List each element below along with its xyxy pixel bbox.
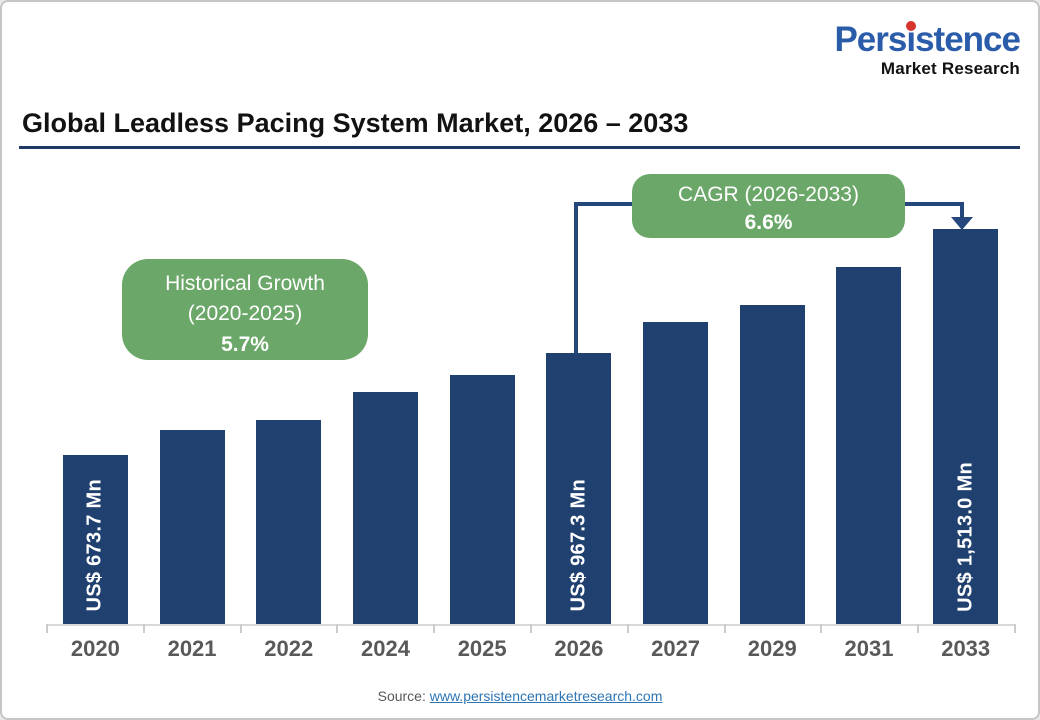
cagr-value: 6.6% (744, 211, 793, 235)
bar-slot-2020: US$ 673.7 Mn (47, 162, 144, 624)
title-underline (19, 146, 1020, 149)
bar-slot-2027 (627, 162, 724, 624)
bar-2027 (643, 322, 709, 624)
x-axis-tick-mark (433, 624, 436, 633)
x-axis-labels: 2020 2021 2022 2024 2025 2026 2027 2029 2031 2033 (47, 636, 1014, 662)
bar-slot-2033: US$ 1,513.0 Mn (917, 162, 1014, 624)
bar-2025 (449, 375, 515, 624)
x-tick-label-2029: 2029 (747, 636, 797, 661)
x-tick-label-2024: 2024 (360, 636, 410, 661)
historical-growth-line2: (2020-2025) (187, 302, 303, 326)
bar-slot-2022 (240, 162, 337, 624)
plot-area: US$ 673.7 Mn US$ 967.3 Mn US$ 1,513.0 Mn (47, 162, 1014, 624)
bar-slot-2024 (337, 162, 434, 624)
logo-brand-text: Persistence (834, 20, 1021, 59)
x-axis-tick-mark (239, 624, 242, 633)
pmr-logo: Persistence Market Research (834, 20, 1021, 78)
x-tick-label-2031: 2031 (844, 636, 894, 661)
source-line: Source: www.persistencemarketresearch.co… (2, 688, 1038, 704)
logo-red-dot-i: i (906, 20, 916, 59)
historical-growth-line1: Historical Growth (165, 272, 325, 295)
x-axis-tick-mark (1014, 624, 1016, 633)
cagr-connector-left-horizontal (574, 202, 634, 206)
bar-value-label-2020: US$ 673.7 Mn (83, 479, 106, 612)
historical-growth-value: 5.7% (221, 332, 269, 356)
cagr-connector-right-vertical (960, 202, 964, 219)
bar-2024 (352, 392, 418, 624)
logo-brand-post: stence (915, 20, 1021, 59)
x-tick-label-2033: 2033 (941, 636, 991, 661)
x-axis-tick-mark (46, 624, 48, 633)
cagr-line1: CAGR (2026-2033) (678, 183, 859, 206)
arrow-down-icon (951, 217, 973, 230)
bar-slot-2031 (821, 162, 918, 624)
x-tick-label-2027: 2027 (651, 636, 701, 661)
logo-subtitle: Market Research (880, 59, 1020, 78)
bar-2029 (739, 305, 805, 624)
bar-2022 (256, 420, 322, 624)
bar-slot-2025 (434, 162, 531, 624)
cagr-callout: CAGR (2026-2033) 6.6% (632, 174, 905, 238)
historical-growth-callout: Historical Growth (2020-2025) 5.7% (122, 259, 368, 360)
x-tick-label-2020: 2020 (70, 636, 120, 661)
x-axis-tick-mark (530, 624, 532, 633)
bar-2033: US$ 1,513.0 Mn (933, 229, 999, 624)
bar-value-label-2033: US$ 1,513.0 Mn (954, 462, 977, 612)
bar-2026: US$ 967.3 Mn (546, 353, 612, 624)
x-tick-label-2021: 2021 (167, 636, 217, 661)
x-tick-label-2025: 2025 (457, 636, 507, 661)
x-axis-tick-mark (336, 624, 339, 633)
x-axis-ticks (46, 624, 1016, 633)
bar-value-label-2026: US$ 967.3 Mn (567, 479, 590, 612)
bar-slot-2026: US$ 967.3 Mn (531, 162, 628, 624)
x-axis-tick-mark (820, 624, 823, 633)
x-axis-tick-mark (142, 624, 145, 633)
bar-2031 (836, 267, 902, 624)
logo-brand-pre: Pers (834, 20, 907, 59)
bar-2021 (159, 430, 225, 624)
x-axis-tick-mark (917, 624, 920, 633)
x-axis-tick-mark (723, 624, 726, 633)
source-link[interactable]: www.persistencemarketresearch.com (429, 688, 663, 704)
x-tick-label-2026: 2026 (554, 636, 604, 661)
cagr-connector-right-horizontal (903, 202, 964, 206)
cagr-connector-left-vertical (574, 202, 578, 354)
x-tick-label-2022: 2022 (264, 636, 314, 661)
x-axis-tick-mark (626, 624, 629, 633)
bar-slot-2029 (724, 162, 821, 624)
bar-2020: US$ 673.7 Mn (62, 455, 128, 624)
bar-slot-2021 (144, 162, 241, 624)
chart-title: Global Leadless Pacing System Market, 20… (22, 108, 689, 138)
source-label: Source: (377, 688, 426, 704)
